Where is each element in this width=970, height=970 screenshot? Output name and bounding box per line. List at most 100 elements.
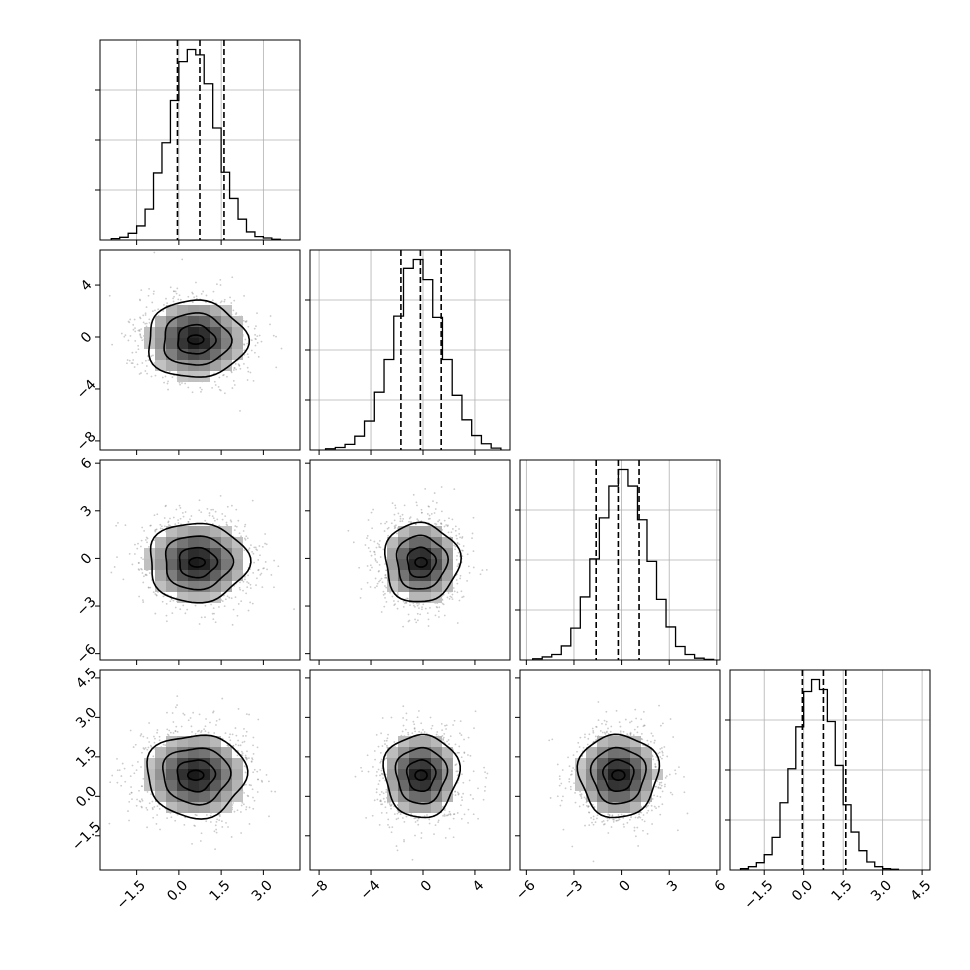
scatter-point: [168, 729, 171, 732]
density-cell: [144, 780, 155, 791]
scatter-point: [442, 814, 444, 817]
scatter-point: [243, 537, 246, 540]
scatter-point: [438, 606, 441, 609]
scatter-point: [233, 299, 236, 302]
scatter-point: [431, 724, 434, 727]
scatter-point: [472, 770, 475, 773]
scatter-point: [133, 318, 136, 321]
scatter-point: [618, 721, 621, 724]
scatter-point: [405, 712, 408, 715]
density-cell: [188, 791, 199, 802]
density-cell: [210, 327, 221, 338]
scatter-point: [128, 800, 131, 803]
scatter-point: [133, 772, 136, 775]
scatter-point: [236, 754, 239, 757]
scatter-point: [417, 823, 420, 826]
scatter-point: [369, 564, 372, 567]
scatter-point: [138, 789, 140, 792]
scatter-point: [383, 739, 386, 742]
scatter-point: [134, 543, 136, 546]
scatter-point: [578, 805, 581, 808]
scatter-point: [266, 568, 268, 571]
density-cell: [155, 360, 166, 371]
scatter-point: [139, 545, 142, 548]
scatter-point: [382, 594, 385, 596]
scatter-point: [659, 756, 662, 758]
scatter-point: [632, 734, 635, 737]
scatter-point: [140, 785, 143, 788]
histogram-panel-4: −1.5 0.0 1.5 3.0 4.5: [725, 669, 935, 913]
scatter-point: [595, 725, 597, 728]
scatter-point: [399, 517, 402, 520]
scatter-point: [397, 817, 400, 820]
scatter-point: [469, 794, 472, 796]
scatter-point: [224, 598, 227, 601]
scatter-point: [134, 340, 137, 342]
scatter-point: [433, 512, 436, 514]
scatter-point: [237, 363, 240, 366]
scatter-point: [391, 595, 394, 598]
density-cell: [232, 316, 243, 327]
density-cell: [155, 537, 166, 548]
density-cell: [221, 791, 232, 802]
scatter-point: [245, 758, 248, 761]
scatter-point: [136, 363, 139, 366]
density-cell: [199, 316, 210, 327]
scatter-point: [411, 858, 414, 861]
scatter-point: [174, 730, 177, 733]
scatter-point: [175, 725, 178, 728]
density-cell: [188, 327, 199, 338]
scatter-point: [416, 504, 418, 507]
scatter-point: [234, 727, 237, 729]
scatter-point: [235, 734, 238, 737]
density-cell: [420, 548, 431, 559]
scatter-point: [654, 766, 657, 768]
scatter-point: [235, 312, 238, 314]
scatter-point: [652, 735, 654, 737]
scatter-point: [150, 355, 153, 357]
scatter-point: [393, 813, 396, 816]
density-cell: [210, 548, 221, 559]
scatter-point: [458, 532, 461, 535]
scatter-point: [434, 614, 437, 617]
scatter-point: [194, 604, 197, 607]
density-cell: [619, 736, 630, 747]
scatter-point: [587, 806, 590, 808]
scatter-point: [385, 744, 388, 747]
scatter-point: [232, 380, 235, 382]
scatter-point: [257, 778, 259, 781]
scatter-point: [472, 516, 475, 519]
scatter-point: [382, 797, 385, 800]
scatter-point: [417, 619, 419, 622]
scatter-point: [257, 559, 260, 561]
scatter-point: [615, 819, 618, 822]
scatter-point: [426, 513, 429, 515]
scatter-point: [393, 604, 396, 607]
scatter-point: [435, 605, 438, 608]
scatter-point: [250, 349, 253, 352]
scatter-point: [378, 569, 380, 572]
density-cell: [221, 747, 232, 758]
scatter-point: [572, 754, 575, 757]
scatter-point: [410, 520, 412, 523]
scatter-point: [163, 304, 165, 306]
scatter-point: [240, 535, 242, 538]
scatter-point: [155, 528, 158, 531]
scatter-point: [136, 547, 139, 550]
scatter-point: [257, 569, 260, 572]
x-tick-label: 0: [418, 877, 436, 895]
scatter-point: [181, 512, 184, 514]
scatter-point: [388, 801, 391, 804]
scatter-point: [196, 730, 199, 733]
scatter-point: [562, 795, 564, 798]
scatter-point: [630, 816, 632, 819]
scatter-point: [418, 607, 420, 610]
scatter-point: [395, 524, 397, 527]
scatter-point: [659, 813, 662, 816]
scatter-point: [579, 736, 582, 739]
scatter-point: [602, 823, 605, 826]
scatter-point: [442, 739, 445, 741]
scatter-point: [251, 602, 254, 605]
scatter-point: [397, 600, 400, 603]
scatter-point: [234, 363, 237, 365]
